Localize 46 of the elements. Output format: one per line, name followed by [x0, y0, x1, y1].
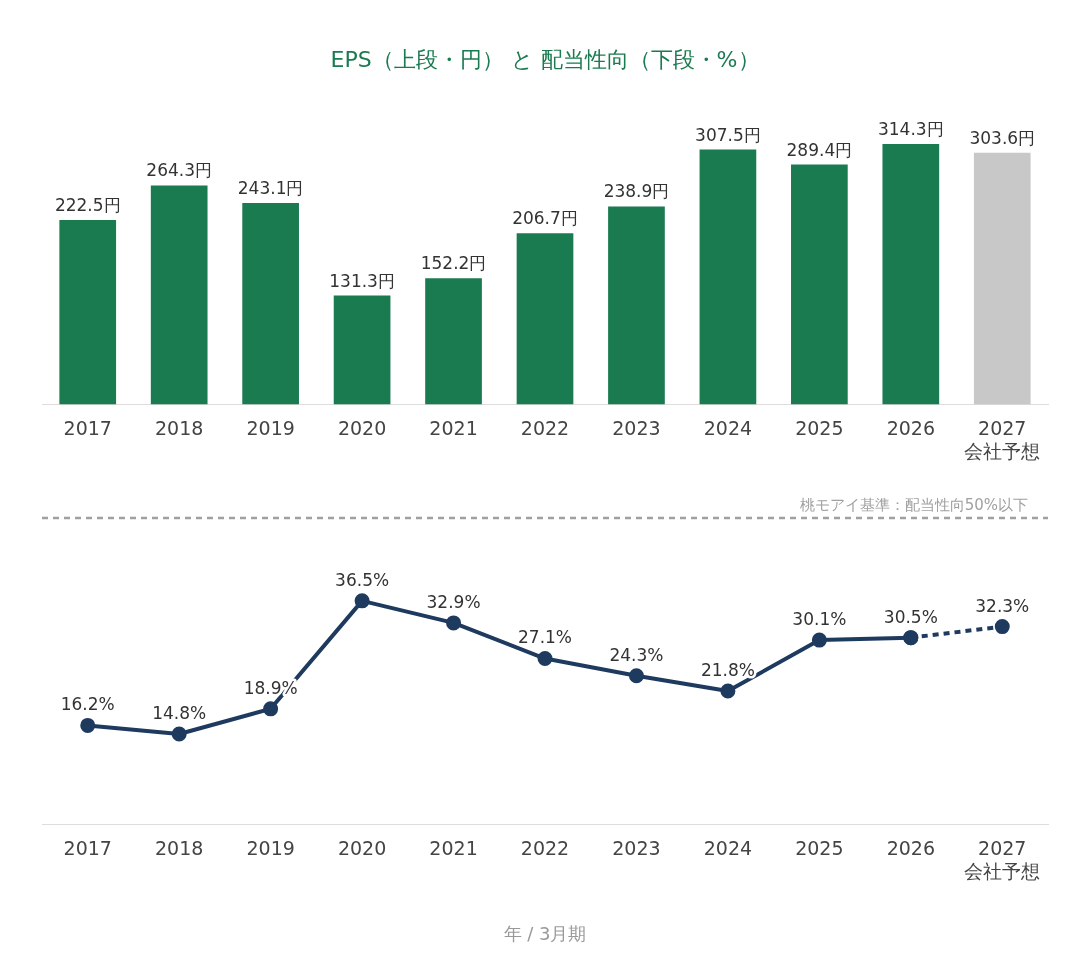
x-tick-label: 2021 [429, 416, 478, 439]
x-axis-title: 年 / 3月期 [503, 922, 587, 944]
x-tick-label: 2018 [155, 837, 204, 860]
x-tick-label: 2017 [63, 837, 112, 860]
x-tick-label: 2018 [155, 416, 204, 439]
data-label: 16.2% [60, 694, 115, 715]
x-tick-label: 2023 [612, 837, 661, 860]
x-tick-label: 2021 [429, 837, 478, 860]
x-tick-label: 2019 [246, 416, 295, 439]
ref-line-label: 桃モアイ基準：配当性向50%以下 [799, 496, 1028, 515]
x-tick-label: 2025 [795, 416, 844, 439]
data-label: 27.1% [517, 627, 573, 648]
data-label: 243.1円 [237, 177, 304, 198]
data-label: 30.5% [883, 606, 938, 627]
data-label: 307.5円 [695, 124, 761, 145]
data-label: 206.7円 [512, 208, 578, 229]
x-tick-label: 2020 [337, 416, 387, 439]
x-tick-label: 2027 会社予想 [964, 416, 1041, 462]
data-label: 152.2円 [420, 253, 487, 274]
x-tick-label: 2019 [246, 837, 295, 860]
x-tick-label: 2023 [612, 416, 661, 439]
x-tick-label: 2027 会社予想 [964, 837, 1041, 882]
data-label: 24.3% [609, 644, 664, 665]
x-tick-label: 2025 [795, 837, 844, 860]
x-tick-label: 2024 [703, 416, 753, 439]
data-label: 36.5% [335, 569, 390, 590]
data-label: 289.4円 [786, 139, 853, 160]
x-tick-label: 2024 [703, 837, 753, 860]
x-tick-label: 2022 [520, 416, 570, 439]
data-label: 30.1% [792, 609, 847, 630]
data-label: 21.8% [700, 659, 755, 680]
data-label: 303.6円 [969, 127, 1036, 148]
x-tick-label: 2020 [337, 837, 387, 860]
x-tick-label: 2026 [886, 837, 935, 860]
data-label: 131.3円 [329, 270, 395, 291]
data-label: 222.5円 [54, 194, 121, 215]
data-label: 32.3% [975, 595, 1030, 616]
x-tick-label: 2026 [886, 416, 935, 439]
data-label: 14.8% [152, 702, 207, 723]
data-label: 238.9円 [603, 181, 670, 202]
x-tick-label: 2022 [520, 837, 570, 860]
chart-title: EPS（上段・円） と 配当性向（下段・%） [330, 46, 760, 72]
data-label: 314.3円 [877, 118, 944, 139]
data-label: 32.9% [426, 591, 481, 612]
data-label: 264.3円 [146, 160, 213, 181]
x-tick-label: 2017 [63, 416, 112, 439]
